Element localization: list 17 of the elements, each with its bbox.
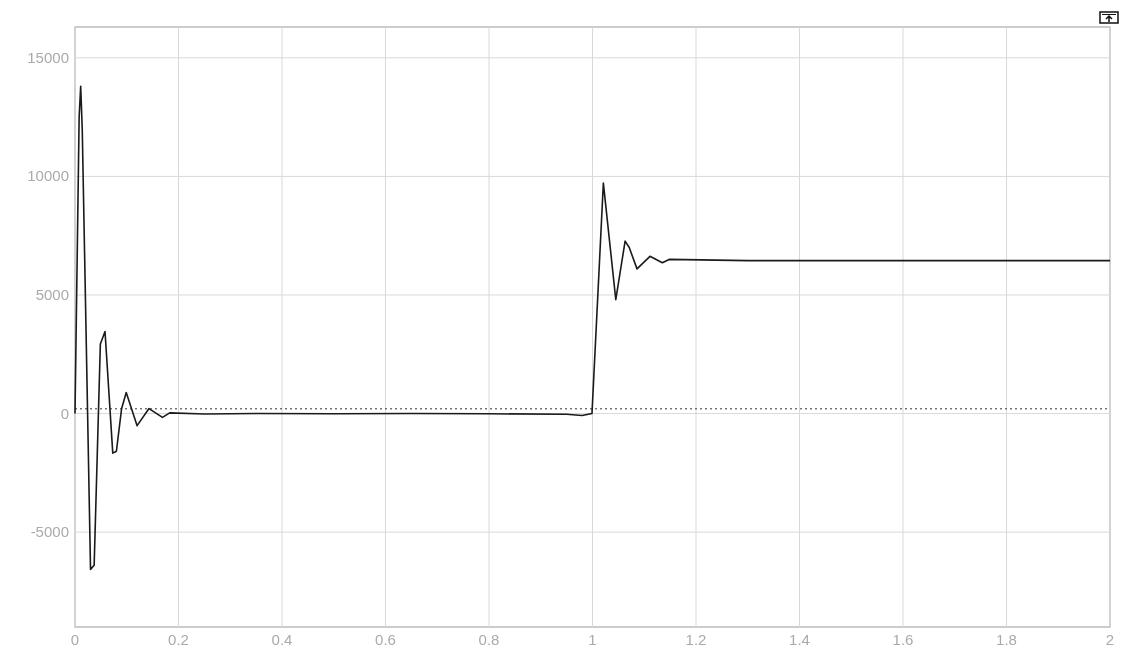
x-tick-label: 2 [1105,631,1115,648]
x-tick-label: 1.4 [789,631,810,648]
y-tick-label: 10000 [27,167,69,185]
y-tick-label: 15000 [27,48,69,66]
x-tick-label: 0.4 [271,631,293,648]
x-tick-label: 0.8 [478,631,500,648]
x-tick-label: 1.8 [996,631,1017,648]
line-series [74,85,1111,571]
y-tick-label: -5000 [30,523,69,541]
x-tick-label: 0.2 [168,631,189,648]
y-tick-label: 5000 [35,285,69,303]
x-tick-label: 1 [588,631,597,648]
x-tick-label: 1.2 [685,631,707,648]
x-tick-label: 0 [70,631,80,648]
y-tick-label: 0 [60,404,69,422]
x-tick-label: 0.6 [375,631,396,648]
x-tick-label: 1.6 [892,631,914,648]
